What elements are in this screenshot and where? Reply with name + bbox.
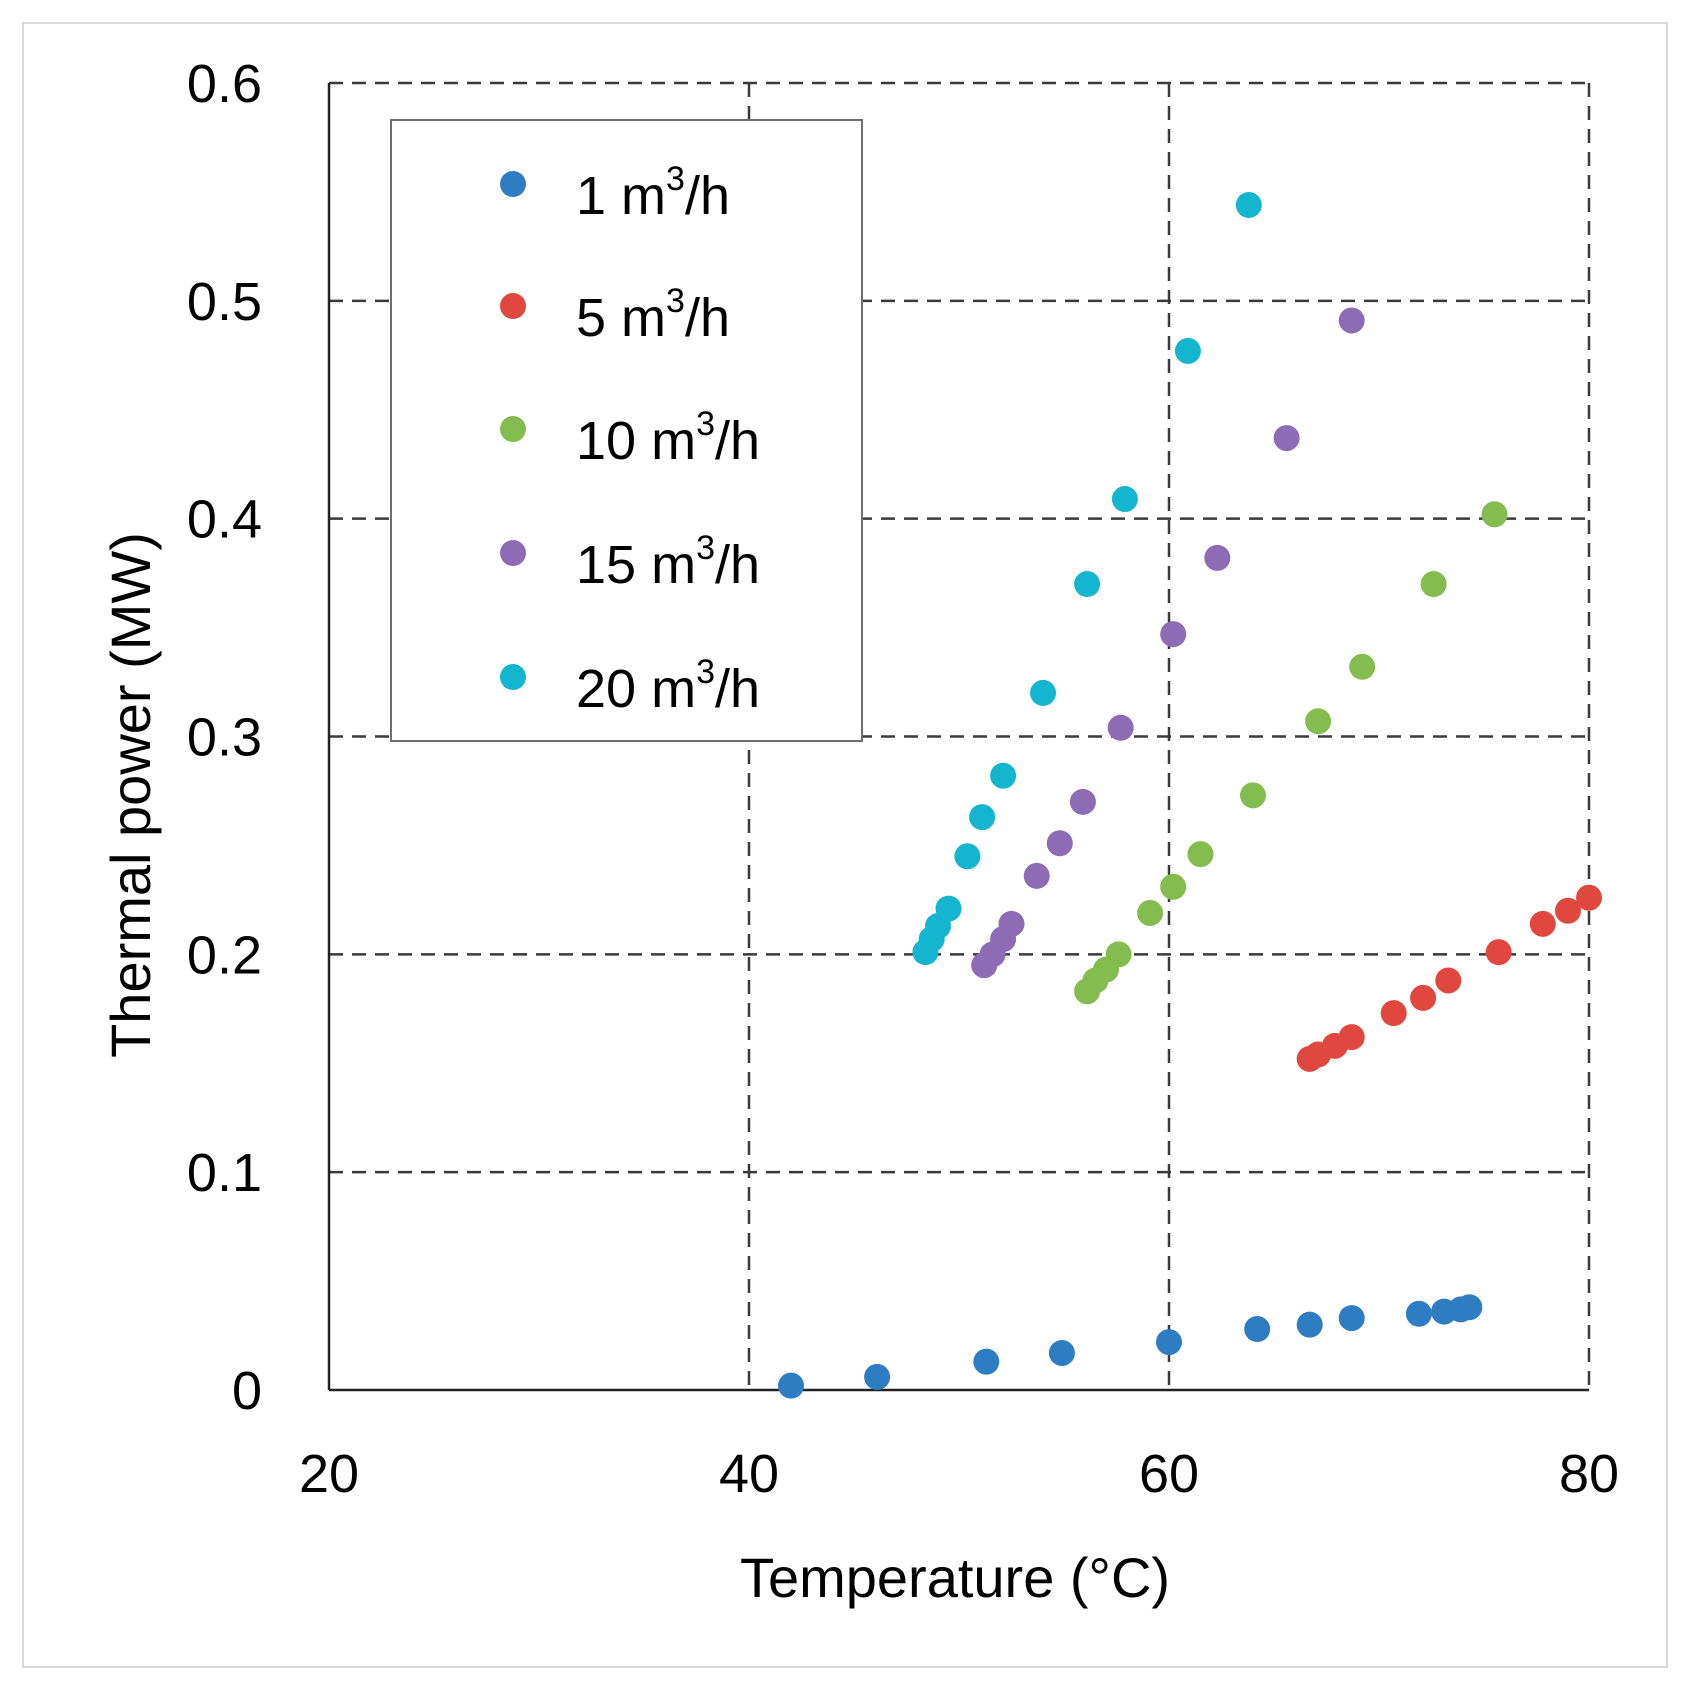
data-point	[1305, 708, 1332, 735]
legend-label: 10 m3/h	[576, 405, 760, 471]
data-point	[998, 910, 1025, 937]
data-point	[1023, 862, 1050, 889]
data-point	[1105, 941, 1132, 968]
data-point	[1338, 1305, 1365, 1332]
data-point	[1107, 714, 1134, 741]
data-point	[990, 762, 1017, 789]
data-point	[1137, 899, 1164, 926]
data-point	[1174, 337, 1201, 364]
data-point	[1349, 653, 1376, 680]
data-points	[778, 191, 1602, 1399]
data-point	[1576, 884, 1602, 911]
data-point	[1435, 967, 1462, 994]
legend-label: 15 m3/h	[576, 529, 760, 595]
legend-marker	[500, 416, 526, 442]
legend-marker	[500, 293, 526, 319]
data-point	[1296, 1311, 1323, 1338]
y-tick-label: 0.5	[187, 272, 262, 332]
legend-label: 20 m3/h	[576, 653, 760, 719]
data-point	[864, 1363, 891, 1390]
data-point	[1187, 841, 1214, 868]
y-tick-label: 0	[232, 1361, 262, 1421]
legend-marker	[500, 540, 526, 566]
x-tick-label: 40	[719, 1444, 779, 1504]
data-point	[1380, 1000, 1407, 1027]
data-point	[1410, 984, 1437, 1011]
data-point	[969, 804, 996, 831]
chart-frame	[22, 22, 1668, 1668]
y-tick-label: 0.6	[187, 54, 262, 114]
data-point	[1156, 1329, 1182, 1356]
x-tick-label: 20	[299, 1444, 359, 1504]
y-tick-label: 0.1	[187, 1143, 262, 1203]
data-point	[1030, 679, 1056, 706]
data-point	[1048, 1339, 1075, 1366]
data-point	[1456, 1294, 1483, 1321]
data-point	[1235, 191, 1262, 218]
y-tick-label: 0.2	[187, 925, 262, 985]
legend-marker	[500, 664, 526, 690]
data-point	[973, 1348, 1000, 1375]
data-point	[1485, 939, 1512, 966]
y-tick-label: 0.4	[187, 490, 262, 550]
y-tick-label: 0.3	[187, 708, 262, 768]
data-point	[1338, 307, 1365, 334]
axes: 0 0.1 0.2 0.3 0.4 0.5 0.6 20 40 60 80	[187, 54, 1619, 1504]
x-axis-label: Temperature (°C)	[740, 1546, 1170, 1609]
legend-marker	[500, 171, 526, 197]
data-point	[1244, 1316, 1271, 1343]
legend-label: 5 m3/h	[576, 282, 730, 348]
data-point	[1481, 501, 1508, 528]
x-tick-label: 60	[1139, 1444, 1199, 1504]
data-point	[1555, 897, 1581, 924]
data-point	[778, 1372, 804, 1399]
data-point	[954, 843, 981, 870]
data-point	[1529, 910, 1556, 937]
data-point	[1273, 425, 1300, 452]
data-point	[1338, 1024, 1365, 1051]
x-tick-label: 80	[1559, 1444, 1619, 1504]
data-point	[1240, 782, 1266, 809]
data-point	[1074, 571, 1101, 598]
legend-label: 1 m3/h	[576, 160, 730, 226]
data-point	[935, 895, 962, 922]
data-point	[1160, 873, 1187, 900]
data-point	[1160, 621, 1187, 648]
data-point	[1111, 486, 1138, 513]
legend-box	[390, 119, 863, 742]
y-axis-label: Thermal power (MW)	[99, 532, 162, 1058]
data-point	[1405, 1300, 1432, 1327]
data-point	[1046, 830, 1073, 857]
legend: 1 m3/h 5 m3/h 10 m3/h 15 m3/h 20 m3/h	[390, 119, 863, 742]
data-point	[1420, 571, 1447, 598]
data-point	[1069, 788, 1096, 815]
data-point	[1204, 544, 1231, 571]
